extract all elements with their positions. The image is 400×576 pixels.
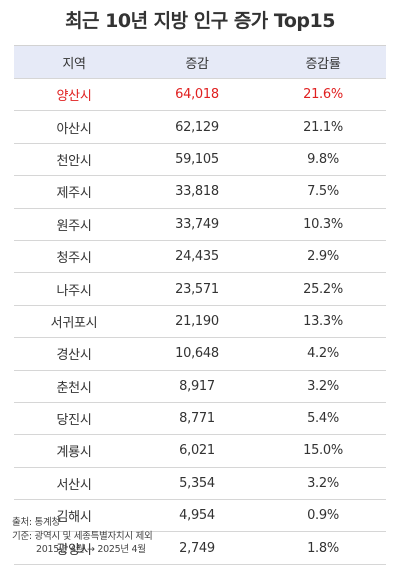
cell-rate: 21.1% <box>303 119 343 135</box>
cell-rate: 3.2% <box>307 475 339 491</box>
table-header: 지역 증감 증감률 <box>14 46 386 79</box>
cell-region: 천안시 <box>56 153 92 169</box>
table-row: 경산시 10,648 4.2% <box>14 338 386 371</box>
cell-change: 8,917 <box>179 378 215 394</box>
cell-region: 김해시 <box>56 510 92 526</box>
cell-rate: 13.3% <box>303 313 343 329</box>
period-note: 2015년 4월 → 2025년 4월 <box>36 544 146 555</box>
source-note: 출처: 통계청 <box>12 517 60 528</box>
table-row: 천안시 59,105 9.8% <box>14 144 386 177</box>
cell-region: 광양시 <box>56 542 92 558</box>
table-row: 김해시 4,954 0.9% <box>14 500 386 533</box>
page-title: 최근 10년 지방 인구 증가 Top15 <box>65 10 335 32</box>
cell-change: 64,018 <box>175 87 219 103</box>
table-row: 양산시 64,018 21.6% <box>14 79 386 112</box>
cell-rate: 7.5% <box>307 184 339 200</box>
header-region: 지역 <box>62 56 86 72</box>
table-row: 제주시 33,818 7.5% <box>14 176 386 209</box>
cell-change: 4,954 <box>179 508 215 524</box>
table-row: 나주시 23,571 25.2% <box>14 273 386 306</box>
table-row: 서산시 5,354 3.2% <box>14 468 386 501</box>
cell-change: 10,648 <box>175 346 219 362</box>
cell-region: 서귀포시 <box>50 315 98 331</box>
cell-region: 제주시 <box>56 186 92 202</box>
cell-rate: 21.6% <box>303 87 343 103</box>
cell-region: 경산시 <box>56 348 92 364</box>
cell-region: 원주시 <box>56 218 92 234</box>
cell-rate: 3.2% <box>307 378 339 394</box>
cell-region: 나주시 <box>56 283 92 299</box>
cell-rate: 1.8% <box>307 540 339 556</box>
population-table: 지역 증감 증감률 양산시 64,018 21.6% 아산시 62,129 21… <box>14 45 386 565</box>
cell-region: 양산시 <box>56 89 92 105</box>
cell-rate: 0.9% <box>307 508 339 524</box>
basis-note: 기준: 광역시 및 세종특별자치시 제외 <box>12 530 153 542</box>
table-row: 아산시 62,129 21.1% <box>14 111 386 144</box>
cell-region: 서산시 <box>56 477 92 493</box>
table-row: 당진시 8,771 5.4% <box>14 403 386 436</box>
cell-rate: 5.4% <box>307 411 339 427</box>
cell-change: 23,571 <box>175 281 219 297</box>
footer-notes: 출처: 통계청 기준: 광역시 및 세종특별자치시 제외 2015년 4월 → … <box>12 516 153 557</box>
cell-change: 8,771 <box>179 411 215 427</box>
table-row: 원주시 33,749 10.3% <box>14 209 386 241</box>
cell-rate: 9.8% <box>307 151 339 167</box>
cell-region: 아산시 <box>56 121 92 137</box>
cell-region: 당진시 <box>56 413 92 429</box>
cell-region: 춘천시 <box>56 380 92 396</box>
cell-rate: 4.2% <box>307 346 339 362</box>
table-row: 계룡시 6,021 15.0% <box>14 435 386 468</box>
header-change: 증감 <box>185 56 209 72</box>
cell-change: 59,105 <box>175 151 219 167</box>
cell-change: 2,749 <box>179 540 215 556</box>
cell-region: 청주시 <box>56 251 92 267</box>
cell-region: 계룡시 <box>56 445 92 461</box>
cell-rate: 10.3% <box>303 216 343 232</box>
cell-change: 6,021 <box>179 443 215 459</box>
cell-rate: 15.0% <box>303 443 343 459</box>
cell-change: 5,354 <box>179 475 215 491</box>
table-row: 청주시 24,435 2.9% <box>14 241 386 274</box>
table-row: 춘천시 8,917 3.2% <box>14 371 386 403</box>
table-row: 광양시 2,749 1.8% <box>14 532 386 565</box>
header-rate: 증감률 <box>305 56 341 72</box>
cell-change: 62,129 <box>175 119 219 135</box>
cell-change: 33,749 <box>175 216 219 232</box>
cell-change: 33,818 <box>175 184 219 200</box>
cell-rate: 25.2% <box>303 281 343 297</box>
table-row: 서귀포시 21,190 13.3% <box>14 306 386 339</box>
cell-change: 24,435 <box>175 249 219 265</box>
cell-change: 21,190 <box>175 313 219 329</box>
cell-rate: 2.9% <box>307 249 339 265</box>
